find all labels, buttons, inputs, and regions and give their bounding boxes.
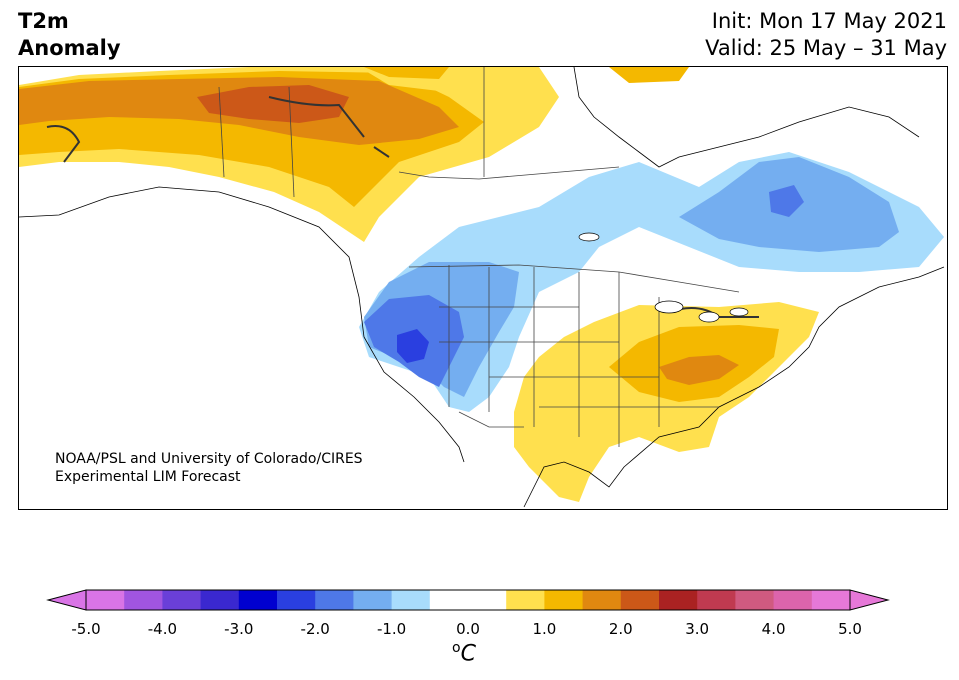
colorbar-segment bbox=[391, 590, 431, 610]
colorbar bbox=[46, 589, 890, 611]
colorbar-tick-label: -2.0 bbox=[300, 620, 330, 638]
colorbar-segment bbox=[429, 590, 469, 610]
data-credit: NOAA/PSL and University of Colorado/CIRE… bbox=[55, 450, 363, 486]
colorbar-extend-max bbox=[849, 589, 890, 611]
title-variable: T2m bbox=[18, 9, 69, 33]
colorbar-segment bbox=[659, 590, 698, 610]
colorbar-tick-labels: -5.0 -4.0 -3.0 -2.0 -1.0 0.0 1.0 2.0 3.0 4.0 5.0 bbox=[0, 620, 959, 642]
forecast-dates: Init: Mon 17 May 2021 Valid: 25 May – 31… bbox=[705, 8, 947, 62]
colorbar-segment bbox=[506, 590, 545, 610]
colorbar-segment bbox=[238, 590, 278, 610]
colorbar-segment bbox=[773, 590, 813, 610]
colorbar-segment bbox=[468, 590, 507, 610]
credit-product: Experimental LIM Forecast bbox=[55, 469, 241, 485]
colorbar-segment bbox=[582, 590, 622, 610]
colorbar-tick-label: 5.0 bbox=[838, 620, 862, 638]
colorbar-frame bbox=[85, 589, 851, 611]
coastlines bbox=[19, 67, 945, 508]
colorbar-segment bbox=[697, 590, 736, 610]
colorbar-tick-label: 3.0 bbox=[685, 620, 710, 638]
colorbar-segment bbox=[811, 590, 851, 610]
anomaly-map bbox=[18, 66, 948, 510]
colorbar-tick-label: 4.0 bbox=[761, 620, 786, 638]
colorbar-unit: oC bbox=[452, 640, 476, 666]
colorbar-segment bbox=[353, 590, 393, 610]
credit-institutions: NOAA/PSL and University of Colorado/CIRE… bbox=[55, 451, 363, 467]
colorbar-segment bbox=[124, 590, 163, 610]
colorbar-segment bbox=[86, 590, 125, 610]
colorbar-tick-label: 0.0 bbox=[456, 620, 480, 638]
colorbar-segment bbox=[162, 590, 202, 610]
colorbar-tick-label: -3.0 bbox=[224, 620, 254, 638]
colorbar-segment bbox=[315, 590, 354, 610]
degree-symbol: o bbox=[452, 640, 461, 656]
colorbar-segment bbox=[544, 590, 584, 610]
colorbar-extend-min bbox=[46, 589, 87, 611]
title-subvariable: Anomaly bbox=[18, 36, 121, 60]
colorbar-segment bbox=[277, 590, 316, 610]
warm-region-arctic-islands-2 bbox=[364, 67, 449, 79]
valid-period: Valid: 25 May – 31 May bbox=[705, 36, 947, 60]
warm-region-southeast-15c bbox=[659, 355, 739, 385]
map-title: T2m Anomaly bbox=[18, 8, 121, 62]
colorbar-tick-label: -4.0 bbox=[147, 620, 178, 638]
cool-region-southwest-2c bbox=[397, 329, 429, 363]
colorbar-tick-label: -5.0 bbox=[71, 620, 101, 638]
state-borders bbox=[218, 67, 740, 447]
warm-region-northwest-25c bbox=[197, 85, 349, 123]
unit-letter: C bbox=[460, 641, 476, 667]
init-date: Init: Mon 17 May 2021 bbox=[711, 9, 947, 33]
colorbar-tick-label: 1.0 bbox=[532, 620, 557, 638]
colorbar-segment bbox=[620, 590, 660, 610]
warm-region-far-north bbox=[609, 67, 689, 83]
colorbar-segment bbox=[200, 590, 240, 610]
lakes bbox=[578, 232, 749, 323]
colorbar-segment bbox=[735, 590, 775, 610]
cool-region-labrador-15c bbox=[769, 185, 804, 217]
colorbar-tick-label: 2.0 bbox=[608, 620, 633, 638]
map-canvas bbox=[19, 67, 945, 508]
colorbar-tick-label: -1.0 bbox=[376, 620, 407, 638]
